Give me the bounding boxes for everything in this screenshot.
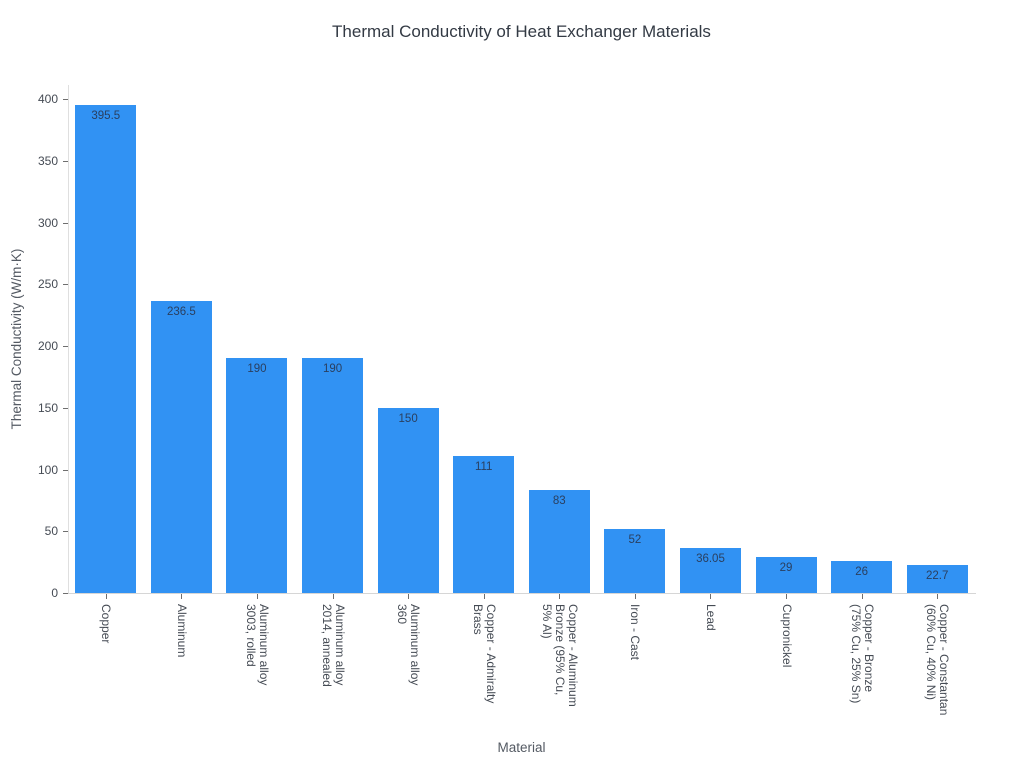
x-tick-label: Aluminum alloy 2014, annealed: [319, 604, 347, 687]
x-tick-mark: [710, 594, 712, 599]
bar-value-label: 52: [628, 533, 642, 546]
x-tick-mark: [559, 594, 561, 599]
x-tick-label: Copper - Aluminum Bronze (95% Cu, 5% Al): [539, 604, 580, 707]
x-tick-label: Copper - Constantan (60% Cu, 40% Ni): [924, 604, 952, 716]
x-tick-mark: [105, 594, 107, 599]
y-tick-mark: [63, 531, 68, 533]
bar[interactable]: [75, 104, 137, 593]
bar[interactable]: [226, 358, 288, 593]
bar[interactable]: [679, 548, 741, 593]
x-tick-label: Aluminum: [174, 604, 189, 658]
bar-value-label: 36.05: [696, 553, 725, 566]
y-tick-mark: [63, 593, 68, 594]
bar-value-label: 29: [779, 562, 793, 575]
x-tick-mark: [332, 594, 334, 599]
y-tick-mark: [63, 222, 68, 224]
y-tick-mark: [63, 160, 68, 162]
y-tick-label: 100: [37, 462, 58, 477]
y-axis-line: [68, 85, 69, 593]
x-tick-mark: [256, 594, 258, 599]
y-tick-mark: [63, 469, 68, 471]
y-tick-label: 400: [37, 92, 58, 106]
bar-value-label: 236.5: [166, 305, 196, 318]
x-axis-title: Material: [497, 740, 546, 755]
x-tick-label: Copper: [99, 604, 114, 644]
x-tick-mark: [937, 594, 939, 599]
y-tick-mark: [63, 407, 68, 409]
bar-value-label: 22.7: [926, 569, 949, 582]
bar-value-label: 83: [552, 495, 566, 508]
bar-value-label: 190: [247, 363, 267, 376]
bar[interactable]: [906, 564, 968, 593]
bar[interactable]: [755, 557, 817, 593]
bar[interactable]: [453, 455, 515, 593]
bar-value-label: 150: [398, 412, 418, 425]
x-tick-label: Aluminum alloy 3003, rolled: [243, 604, 271, 686]
bar[interactable]: [831, 560, 893, 593]
y-tick-label: 200: [37, 339, 58, 353]
y-tick-label: 300: [37, 215, 58, 230]
x-tick-mark: [408, 594, 410, 599]
chart-title: Thermal Conductivity of Heat Exchanger M…: [332, 22, 711, 41]
x-tick-label: Cupronickel: [779, 604, 794, 668]
x-tick-mark: [483, 594, 485, 599]
y-tick-label: 350: [37, 153, 58, 168]
x-axis-line: [68, 593, 976, 594]
bar-value-label: 190: [322, 363, 343, 376]
bar[interactable]: [528, 490, 590, 593]
x-tick-mark: [861, 594, 863, 599]
y-tick-label: 0: [51, 586, 58, 600]
bar[interactable]: [377, 407, 439, 593]
y-tick-mark: [63, 346, 68, 347]
y-tick-label: 150: [37, 400, 58, 415]
bar-value-label: 111: [474, 460, 493, 473]
x-tick-label: Iron - Cast: [628, 604, 643, 661]
y-tick-label: 250: [37, 277, 58, 292]
bar-value-label: 395.5: [91, 109, 121, 122]
y-tick-mark: [63, 284, 68, 286]
x-tick-label: Lead: [703, 604, 718, 631]
bar[interactable]: [302, 358, 364, 593]
x-tick-mark: [634, 594, 636, 599]
bar[interactable]: [604, 528, 666, 593]
x-tick-label: Aluminum alloy 360: [395, 604, 423, 686]
y-tick-mark: [63, 99, 68, 100]
x-tick-label: Copper - Bronze (75% Cu, 25% Sn): [848, 604, 876, 704]
y-tick-label: 50: [44, 524, 58, 539]
bar[interactable]: [150, 300, 212, 593]
x-tick-label: Copper - Admiralty Brass: [470, 604, 498, 704]
x-tick-mark: [786, 594, 788, 599]
bar-value-label: 26: [855, 565, 869, 578]
x-tick-mark: [181, 594, 183, 599]
